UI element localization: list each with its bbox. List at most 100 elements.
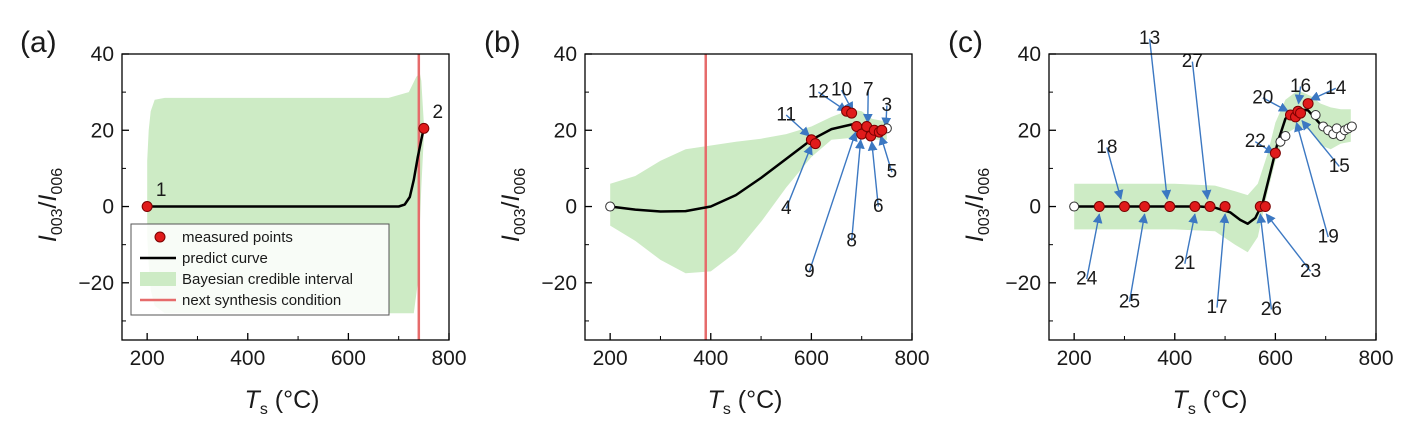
legend-measured-marker	[154, 231, 166, 243]
credible-interval-band	[610, 109, 887, 274]
panel-c-ylabel: I003/I006	[961, 168, 993, 242]
plot-frame	[584, 53, 913, 341]
annotation-arrow	[850, 138, 865, 241]
panel-b-axes: 200 400 600 800 −20 0 20 40	[541, 43, 929, 370]
point-label: 19	[1318, 227, 1339, 248]
point-label: 17	[1206, 297, 1227, 318]
plot-frame	[1048, 53, 1377, 341]
y-tick-label: 40	[1018, 43, 1041, 66]
measured-point	[1118, 201, 1130, 213]
panel-a-ylabel: I003/I006	[34, 168, 66, 242]
point-label: 23	[1300, 261, 1321, 282]
panel-b-point-labels: 12 10 73 11 4 9 865	[776, 80, 897, 282]
measured-point	[809, 138, 821, 150]
panel-b-xlabel: Ts (°C)	[708, 386, 783, 418]
point-label: 11	[776, 105, 796, 126]
measured-point	[846, 107, 858, 119]
panel-c-arrows	[1086, 38, 1340, 310]
unmeasured-point	[1310, 110, 1321, 121]
annotation-arrow	[1184, 213, 1198, 264]
measured-point	[1219, 201, 1231, 213]
annotation-arrow	[881, 105, 892, 128]
measured-point	[1139, 201, 1151, 213]
y-tick-label: −20	[78, 272, 114, 295]
annotation-arrow	[1256, 213, 1273, 310]
annotation-arrow	[1301, 119, 1340, 167]
annotation-arrow	[1294, 121, 1329, 238]
annotation-arrow	[1086, 213, 1103, 280]
y-tick-label: 0	[1029, 196, 1041, 219]
annotation-arrow	[1294, 86, 1305, 105]
annotation-arrow	[1148, 38, 1172, 200]
y-tick-label: 0	[565, 196, 577, 219]
measured-point	[1164, 201, 1176, 213]
annotation-arrow	[785, 144, 813, 209]
measured-point	[1302, 98, 1314, 110]
panel-a-point-labels: 12	[156, 102, 443, 201]
y-tick-label: 0	[102, 196, 114, 219]
annotation-arrow	[867, 140, 879, 207]
unmeasured-point	[1069, 201, 1080, 212]
plot-frame	[121, 53, 450, 341]
point-label: 16	[1290, 76, 1311, 97]
x-tick-label: 600	[1258, 347, 1293, 370]
point-label: 1	[156, 180, 167, 201]
panel-a-axes: 200 400 600 800 −20 0 20 40	[78, 43, 466, 370]
measured-point	[1204, 201, 1216, 213]
legend: measured points predict curve Bayesian c…	[130, 223, 390, 316]
point-label: 24	[1076, 268, 1098, 289]
point-label: 10	[831, 80, 852, 101]
point-label: 25	[1119, 291, 1140, 312]
annotation-arrow	[1265, 213, 1312, 272]
x-tick-label: 400	[230, 347, 265, 370]
panel-b-arrows	[785, 89, 893, 272]
x-tick-label: 200	[593, 347, 628, 370]
panel-c-point-labels: 18 13 27 20 16 14 22 15 19 24 25 21 17 26 23	[1076, 28, 1350, 320]
panel-a-xlabel: Ts (°C)	[245, 386, 320, 418]
point-label: 21	[1174, 253, 1195, 274]
point-label: 7	[863, 80, 874, 101]
x-tick-label: 400	[693, 347, 728, 370]
point-label: 4	[781, 198, 792, 219]
point-label: 26	[1261, 299, 1282, 320]
y-tick-label: 20	[1018, 119, 1041, 142]
point-label: 13	[1139, 28, 1160, 49]
legend-interval-swatch	[140, 272, 176, 286]
unmeasured-point	[605, 201, 616, 212]
y-tick-label: 20	[91, 119, 114, 142]
y-tick-label: 40	[554, 43, 577, 66]
panel-a-curve	[147, 128, 426, 208]
legend-interval-label: Bayesian credible interval	[182, 271, 353, 288]
annotation-arrow	[1191, 61, 1212, 200]
y-tick-label: −20	[541, 272, 577, 295]
annotation-arrow	[1216, 213, 1230, 308]
annotation-arrow	[1106, 147, 1124, 200]
point-label: 20	[1252, 87, 1273, 108]
point-label: 22	[1245, 131, 1266, 152]
annotation-arrow	[862, 90, 873, 124]
panel-b-ylabel: I003/I006	[497, 168, 529, 242]
point-label: 6	[873, 196, 884, 217]
x-tick-label: 800	[431, 347, 466, 370]
legend-next-label: next synthesis condition	[182, 292, 341, 309]
measured-point	[141, 201, 153, 213]
measured-point	[1295, 107, 1307, 119]
y-tick-label: 40	[91, 43, 114, 66]
measured-point	[1259, 201, 1271, 213]
panel-c-axes: 200 400 600 800 −20 0 20 40	[1005, 43, 1393, 370]
measured-point	[1189, 201, 1201, 213]
annotation-arrow	[818, 91, 848, 112]
annotation-arrow	[785, 114, 811, 137]
measured-point	[1093, 201, 1105, 213]
point-label: 3	[882, 95, 893, 116]
measured-point	[876, 124, 888, 136]
annotation-arrow	[1309, 87, 1337, 101]
point-label: 9	[804, 261, 815, 282]
panel-a-points	[141, 122, 430, 213]
panel-a-label: (a)	[20, 26, 57, 59]
annotation-arrow	[808, 131, 858, 272]
legend-predict-label: predict curve	[182, 250, 268, 267]
point-label: 12	[808, 82, 829, 103]
